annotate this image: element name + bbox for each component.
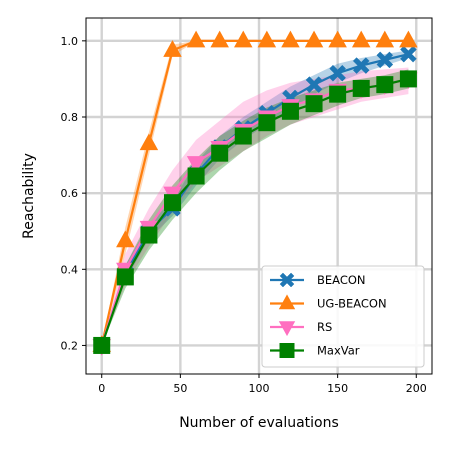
maxvar-point [164,194,181,212]
legend-item-ug-beacon: UG-BEACON [270,294,387,311]
ug-beacon-point [186,30,206,48]
beacon-point [329,64,346,82]
ug-beacon-point [139,133,159,151]
x-tick-label: 0 [98,382,105,395]
beacon-point [376,51,394,69]
maxvar-point [258,114,276,132]
legend-marker [278,321,296,337]
maxvar-point [376,76,394,94]
maxvar-series [93,70,417,354]
ug-beacon-point [163,40,182,57]
y-tick-label: 0.6 [61,187,79,200]
legend-label: MaxVar [317,344,360,358]
maxvar-point [140,226,158,244]
y-tick-label: 0.8 [61,111,79,124]
maxvar-point [305,95,323,113]
ug-beacon-point [375,30,395,48]
maxvar-point [93,336,111,354]
maxvar-point [352,79,370,97]
x-axis-label: Number of evaluations [179,415,339,431]
maxvar-point [187,167,205,185]
legend-label: BEACON [317,273,366,287]
x-tick-label: 100 [249,382,270,395]
beacon-point [352,57,370,74]
ug-beacon-point [304,30,324,48]
y-tick-label: 0.4 [61,263,79,276]
ug-beacon-point [234,30,253,48]
maxvar-point [399,70,417,88]
legend-marker [278,294,296,310]
ug-beacon-point [281,30,300,48]
x-tick-label: 150 [327,382,348,395]
y-tick-label: 0.2 [61,339,79,352]
ug-beacon-point [399,30,418,48]
legend-item-beacon: BEACON [270,272,366,288]
ug-beacon-point [257,30,277,48]
beacon-point [305,76,323,93]
maxvar-point [116,268,134,286]
rs-point [186,156,206,173]
maxvar-point [211,144,229,162]
legend-marker [279,343,295,358]
legend-label: UG-BEACON [317,297,387,311]
maxvar-point [234,127,252,145]
y-axis-label: Reachability [21,153,37,239]
maxvar-point [329,85,347,103]
legend-marker [279,272,295,288]
ug-beacon-series [92,30,418,352]
legend-item-rs: RS [270,320,332,337]
legend: BEACON UG-BEACON RS MaxVar [261,265,425,368]
x-tick-label: 200 [406,382,427,395]
beacon-confidence-band [101,50,409,346]
x-tick-label: 50 [173,382,187,395]
legend-label: RS [317,320,332,334]
ug-beacon-point [116,230,135,248]
legend-box [261,265,425,368]
legend-item-maxvar: MaxVar [270,343,360,358]
y-tick-label: 1.0 [61,35,79,48]
axis-ticks: 0 50 100 150 200 0.2 0.4 0.6 0.8 1.0 [61,35,427,395]
ug-beacon-point [328,30,347,48]
ug-beacon-point [210,30,229,48]
series-group [92,30,418,356]
maxvar-point [281,102,299,120]
ug-beacon-point [351,30,371,48]
